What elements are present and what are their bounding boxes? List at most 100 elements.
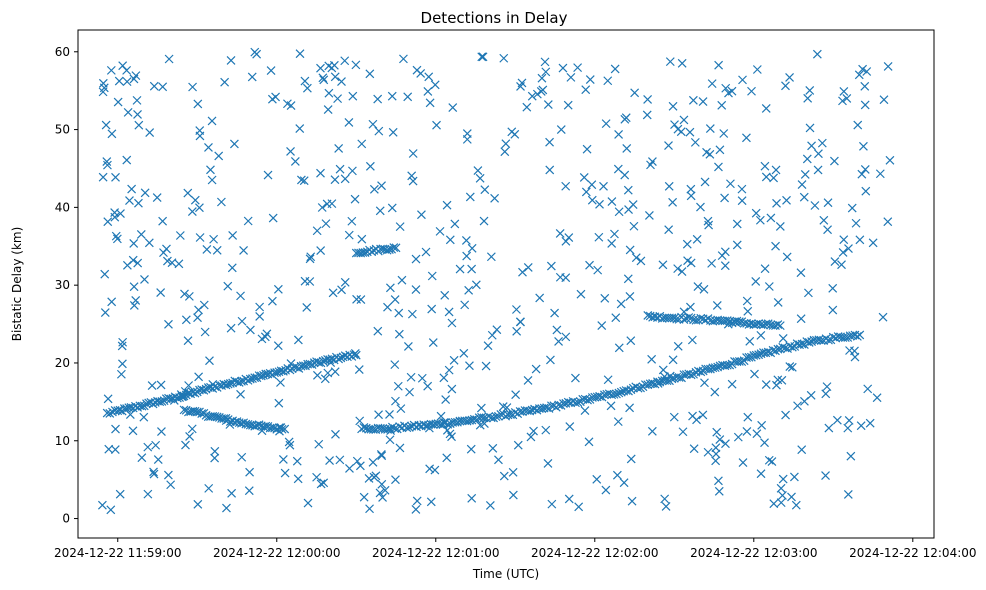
point-clutter [522, 102, 532, 112]
point-clutter [330, 175, 340, 185]
point-clutter [205, 356, 214, 366]
point-clutter [541, 425, 551, 435]
point-clutter [435, 226, 445, 236]
point-clutter [459, 348, 469, 358]
point-clutter [465, 192, 475, 202]
point-clutter [769, 173, 779, 183]
point-clutter [312, 226, 322, 236]
point-clutter [845, 346, 854, 355]
point-track-long [686, 370, 696, 380]
point-clutter [193, 99, 203, 109]
point-clutter [858, 141, 868, 151]
point-clutter [212, 245, 222, 255]
point-track-long [840, 333, 850, 343]
point-track-long [713, 362, 723, 372]
point-clutter [776, 498, 786, 508]
point-clutter [776, 483, 786, 493]
point-clutter [260, 332, 270, 342]
point-clutter [316, 246, 326, 256]
point-track-short-25 [754, 319, 764, 328]
point-clutter [529, 426, 538, 436]
point-track-short-34 [389, 243, 399, 252]
point-clutter [318, 73, 328, 83]
point-clutter [326, 358, 336, 368]
point-clutter [98, 87, 108, 97]
point-clutter [772, 380, 781, 390]
point-track-short-25 [691, 315, 701, 325]
point-clutter [610, 64, 620, 74]
point-track-rising-1 [135, 401, 145, 411]
point-clutter [132, 95, 142, 105]
point-clutter [133, 110, 142, 119]
point-clutter [152, 193, 162, 202]
point-clutter [465, 361, 474, 371]
point-clutter [692, 415, 701, 425]
point-track-rising-1 [225, 379, 235, 388]
point-clutter [510, 129, 520, 139]
point-clutter [156, 380, 166, 390]
point-clutter [376, 450, 386, 459]
point-clutter [772, 198, 781, 208]
point-track-long [852, 331, 862, 341]
point-clutter [345, 464, 354, 473]
point-clutter [143, 489, 153, 499]
point-clutter [742, 133, 751, 143]
point-clutter [592, 474, 602, 484]
point-clutter [481, 361, 491, 371]
point-clutter [711, 443, 721, 453]
point-track-rising-1 [199, 385, 209, 395]
point-clutter [266, 66, 276, 75]
point-clutter [847, 203, 857, 213]
point-clutter [767, 457, 777, 466]
point-clutter [700, 378, 709, 388]
point-clutter [116, 209, 125, 219]
point-track-rising-1 [102, 408, 112, 418]
point-clutter [137, 453, 147, 463]
point-track-long [674, 373, 684, 382]
point-clutter [319, 478, 329, 488]
point-track-long [667, 374, 677, 384]
point-clutter [284, 437, 294, 447]
point-clutter [448, 103, 458, 112]
point-track-rising-1 [157, 396, 167, 406]
point-clutter [810, 201, 820, 210]
point-clutter [494, 455, 503, 465]
point-clutter [610, 229, 619, 239]
point-track-long [491, 412, 501, 422]
point-clutter [176, 390, 186, 400]
plot-frame [77, 29, 935, 539]
point-clutter [164, 319, 173, 329]
point-clutter [344, 230, 354, 240]
point-clutter [597, 321, 607, 330]
point-clutter [676, 127, 686, 137]
point-clutter [428, 338, 438, 347]
point-clutter [603, 375, 613, 385]
point-clutter [439, 373, 449, 383]
point-clutter [149, 469, 159, 479]
point-clutter [800, 170, 810, 179]
point-clutter [668, 355, 678, 365]
point-clutter [352, 294, 361, 304]
point-clutter [778, 474, 788, 484]
point-clutter [817, 138, 827, 148]
point-clutter [781, 410, 790, 420]
point-clutter [712, 427, 722, 437]
point-clutter [732, 240, 742, 250]
point-clutter [523, 375, 533, 385]
point-track-long [855, 330, 865, 340]
point-clutter [828, 305, 838, 315]
point-clutter [348, 91, 358, 101]
point-clutter [499, 471, 509, 481]
point-clutter [885, 155, 895, 165]
point-clutter [752, 65, 762, 74]
point-clutter [158, 216, 168, 226]
point-clutter [183, 336, 193, 346]
point-clutter [823, 198, 833, 208]
point-clutter [305, 254, 315, 264]
point-clutter [430, 80, 440, 90]
point-track-long [696, 367, 706, 377]
point-clutter [720, 261, 730, 271]
point-clutter [252, 49, 262, 59]
point-track-long [501, 411, 511, 421]
point-clutter [661, 502, 671, 511]
